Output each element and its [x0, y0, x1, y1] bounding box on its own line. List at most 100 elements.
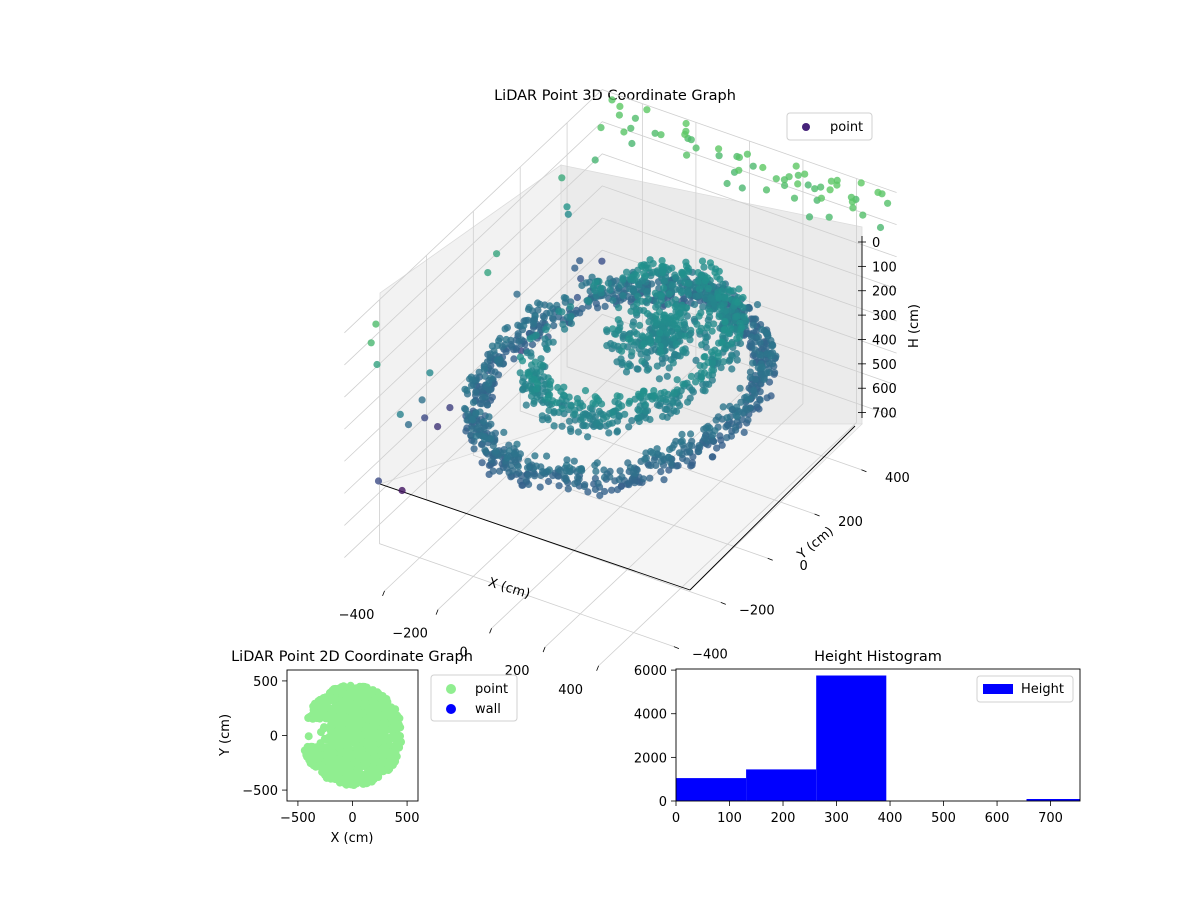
point-3d	[514, 321, 522, 329]
point-3d	[718, 441, 726, 449]
point-3d	[472, 409, 480, 417]
grid-line-h	[344, 89, 897, 334]
point-3d	[434, 423, 442, 431]
point-2d	[330, 694, 339, 703]
point-3d	[404, 421, 413, 429]
point-3d	[659, 269, 667, 277]
point-2d	[343, 777, 352, 786]
point-3d	[479, 393, 487, 401]
point-3d	[715, 152, 723, 160]
point-3d	[591, 287, 599, 295]
point-3d	[621, 410, 629, 418]
point-3d	[704, 285, 713, 293]
point-3d	[669, 359, 677, 367]
point-3d	[633, 365, 641, 373]
point-3d	[615, 111, 624, 119]
point-3d	[643, 106, 651, 114]
point-3d	[709, 431, 717, 439]
point-3d	[676, 352, 684, 360]
point-3d	[733, 356, 741, 364]
point-3d	[849, 204, 857, 212]
point-3d	[656, 395, 664, 403]
point-2d	[311, 762, 320, 771]
point-3d	[554, 465, 563, 473]
point-3d	[680, 271, 688, 279]
point-3d	[659, 412, 667, 421]
point-3d	[638, 357, 646, 365]
point-3d	[533, 385, 541, 393]
point-3d	[485, 379, 493, 387]
point-3d	[495, 467, 504, 475]
point-3d	[508, 342, 516, 350]
point-3d	[532, 462, 540, 470]
histogram-x-tick-label: 200	[771, 811, 796, 826]
point-3d	[613, 392, 621, 400]
point-3d	[531, 358, 539, 366]
point-2d	[388, 731, 397, 740]
point-3d	[493, 356, 501, 364]
point-3d	[702, 333, 710, 341]
point-3d	[578, 415, 587, 423]
y-tick-label-3d: 400	[885, 471, 910, 486]
point-3d	[826, 186, 834, 194]
point-3d	[752, 315, 760, 323]
legend-2d-point-marker	[446, 684, 456, 694]
point-3d	[639, 389, 647, 397]
point-3d	[700, 263, 708, 271]
point-3d	[794, 180, 802, 188]
point-3d	[805, 213, 814, 221]
point-3d	[717, 304, 725, 312]
point-3d	[516, 450, 525, 458]
point-3d	[794, 171, 802, 179]
point-3d	[581, 387, 590, 395]
histogram-x-tick-label: 400	[878, 811, 903, 826]
point-2d	[392, 737, 401, 746]
point-2d	[346, 699, 355, 708]
z-tick-label-3d: 600	[872, 382, 897, 397]
point-3d	[478, 459, 486, 467]
x-tick-label-2d: 500	[395, 811, 420, 826]
point-3d	[735, 166, 743, 174]
point-3d	[584, 433, 592, 441]
point-3d	[756, 338, 764, 346]
point-3d	[577, 275, 585, 283]
point-2d	[358, 754, 366, 763]
point-3d	[739, 303, 747, 311]
point-3d	[657, 457, 665, 466]
point-3d	[640, 340, 648, 348]
point-3d	[721, 317, 729, 326]
point-3d	[708, 366, 716, 374]
point-3d	[758, 363, 766, 371]
point-3d	[695, 327, 704, 335]
x-tick-3d	[489, 628, 492, 634]
grid-line-y	[519, 166, 815, 515]
point-3d	[646, 415, 654, 424]
point-3d	[728, 365, 736, 373]
point-3d	[663, 405, 671, 414]
point-3d	[713, 444, 721, 452]
point-3d	[398, 486, 406, 495]
point-3d	[884, 199, 892, 207]
point-3d	[692, 378, 700, 386]
point-3d	[570, 457, 578, 465]
y-tick-3d	[720, 602, 726, 605]
x-tick-label-3d: −200	[392, 627, 428, 642]
point-2d	[362, 779, 371, 788]
point-3d	[571, 410, 579, 418]
point-3d	[468, 382, 476, 390]
point-3d	[563, 203, 571, 211]
point-2d	[352, 779, 361, 788]
histogram-x-tick-label: 700	[1038, 811, 1063, 826]
point-3d	[695, 285, 704, 293]
point-3d	[489, 467, 497, 475]
point-3d	[613, 358, 621, 366]
point-3d	[642, 401, 650, 409]
point-3d	[647, 339, 655, 347]
point-3d	[571, 480, 579, 488]
histogram-y-tick-label: 2000	[634, 751, 667, 766]
point-3d	[522, 401, 530, 409]
point-2d	[327, 756, 336, 765]
point-3d	[524, 457, 532, 465]
point-3d	[426, 369, 434, 377]
point-3d	[615, 404, 623, 412]
